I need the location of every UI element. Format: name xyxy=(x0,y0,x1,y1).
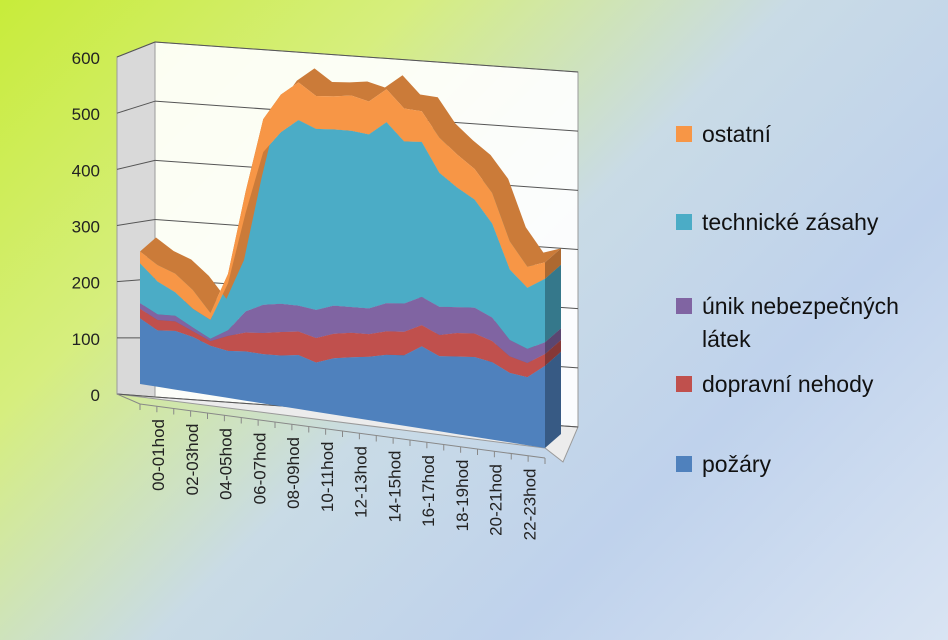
legend-label: únik nebezpečných látek xyxy=(702,293,899,352)
x-tick-label: 12-13hod xyxy=(352,446,371,518)
y-tick-label: 100 xyxy=(72,330,100,349)
area-top-4 xyxy=(140,68,561,313)
area-end-2 xyxy=(545,328,561,354)
legend-swatch xyxy=(676,298,692,314)
area-series-2 xyxy=(140,296,545,363)
y-tick-label: 300 xyxy=(72,218,100,237)
x-tick-label: 06-07hod xyxy=(250,433,269,505)
area-end-4 xyxy=(545,248,561,279)
x-tick-label: 16-17hod xyxy=(419,455,438,527)
area-series-4 xyxy=(140,82,545,320)
gridline xyxy=(116,393,156,398)
y-tick-label: 500 xyxy=(72,105,100,124)
legend-swatch xyxy=(676,126,692,142)
gridline xyxy=(154,41,579,73)
legend-label: ostatní xyxy=(702,121,772,147)
x-tick-label: 02-03hod xyxy=(183,424,202,496)
legend-item: dopravní nehody xyxy=(676,368,940,401)
area-series-0 xyxy=(140,318,545,448)
gridline xyxy=(116,41,156,58)
x-axis-line xyxy=(116,393,141,405)
legend-item: ostatní xyxy=(676,118,940,151)
legend-label: technické zásahy xyxy=(702,209,879,235)
legend-swatch xyxy=(676,214,692,230)
legend-swatch xyxy=(676,376,692,392)
gridline xyxy=(116,159,156,170)
y-tick-label: 600 xyxy=(72,49,100,68)
y-tick-label: 200 xyxy=(72,274,100,293)
area-end-3 xyxy=(545,264,561,343)
x-tick-label: 08-09hod xyxy=(284,437,303,509)
legend-label: dopravní nehody xyxy=(702,371,874,397)
area-series-3 xyxy=(140,119,545,349)
x-tick-label: 14-15hod xyxy=(385,451,404,523)
legend-swatch xyxy=(676,456,692,472)
x-tick-label: 22-23hod xyxy=(520,469,539,541)
x-tick-label: 00-01hod xyxy=(149,419,168,491)
gridline xyxy=(116,100,156,114)
x-tick-label: 10-11hod xyxy=(318,442,337,513)
y-tick-label: 400 xyxy=(72,161,100,180)
legend-label: požáry xyxy=(702,451,772,477)
x-tick-label: 18-19hod xyxy=(453,460,472,532)
area-series-1 xyxy=(140,308,545,378)
legend-item: technické zásahy xyxy=(676,206,940,239)
legend-item: únik nebezpečných látek xyxy=(676,290,940,356)
gridline xyxy=(116,219,156,226)
legend-item: požáry xyxy=(676,448,940,481)
y-tick-label: 0 xyxy=(91,386,100,405)
x-tick-label: 20-21hod xyxy=(487,464,506,536)
area-end-0 xyxy=(545,351,561,448)
x-tick-label: 04-05hod xyxy=(217,428,236,500)
area-end-1 xyxy=(545,340,561,366)
